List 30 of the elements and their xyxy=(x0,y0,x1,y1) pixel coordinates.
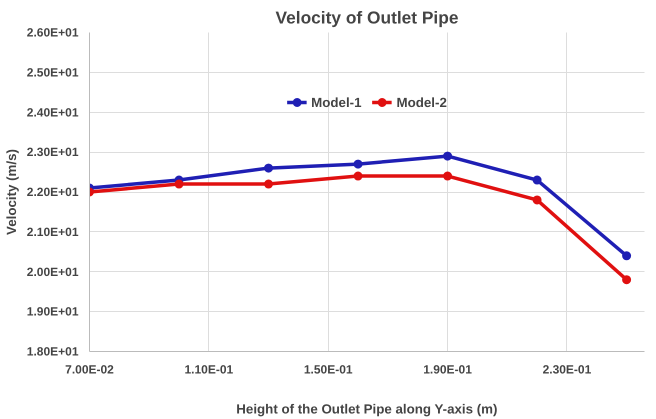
point xyxy=(622,275,632,284)
y-tick-label: 2.60E+01 xyxy=(26,26,79,40)
point xyxy=(354,160,363,169)
point xyxy=(174,180,184,189)
chart-title: Velocity of Outlet Pipe xyxy=(276,8,459,28)
point xyxy=(354,172,363,181)
point xyxy=(532,176,542,185)
y-tick-label: 1.80E+01 xyxy=(26,344,79,358)
point xyxy=(443,172,452,181)
x-tick-label: 7.00E-02 xyxy=(65,362,114,376)
point xyxy=(264,180,274,189)
x-tick-label: 1.90E-01 xyxy=(423,362,472,376)
point xyxy=(532,195,542,204)
x-axis-title: Height of the Outlet Pipe along Y-axis (m) xyxy=(236,402,498,416)
x-tick-label: 2.30E-01 xyxy=(542,362,592,376)
y-tick-label: 2.50E+01 xyxy=(26,65,79,80)
point xyxy=(264,164,274,173)
y-axis-title: Velocity (m/s) xyxy=(4,149,19,235)
x-tick-label: 1.10E-01 xyxy=(184,362,234,376)
y-tick-label: 2.00E+01 xyxy=(26,264,79,279)
y-tick-label: 2.20E+01 xyxy=(26,185,79,199)
y-tick-label: 2.10E+01 xyxy=(26,224,79,239)
legend-label: Model-2 xyxy=(396,94,447,110)
y-tick-label: 1.90E+01 xyxy=(26,304,79,319)
point xyxy=(443,152,452,161)
legend-label: Model-1 xyxy=(311,94,362,110)
point xyxy=(622,251,632,260)
y-tick-label: 2.30E+01 xyxy=(26,145,79,160)
x-tick-label: 1.50E-01 xyxy=(304,362,353,376)
y-tick-label: 2.40E+01 xyxy=(26,105,79,120)
